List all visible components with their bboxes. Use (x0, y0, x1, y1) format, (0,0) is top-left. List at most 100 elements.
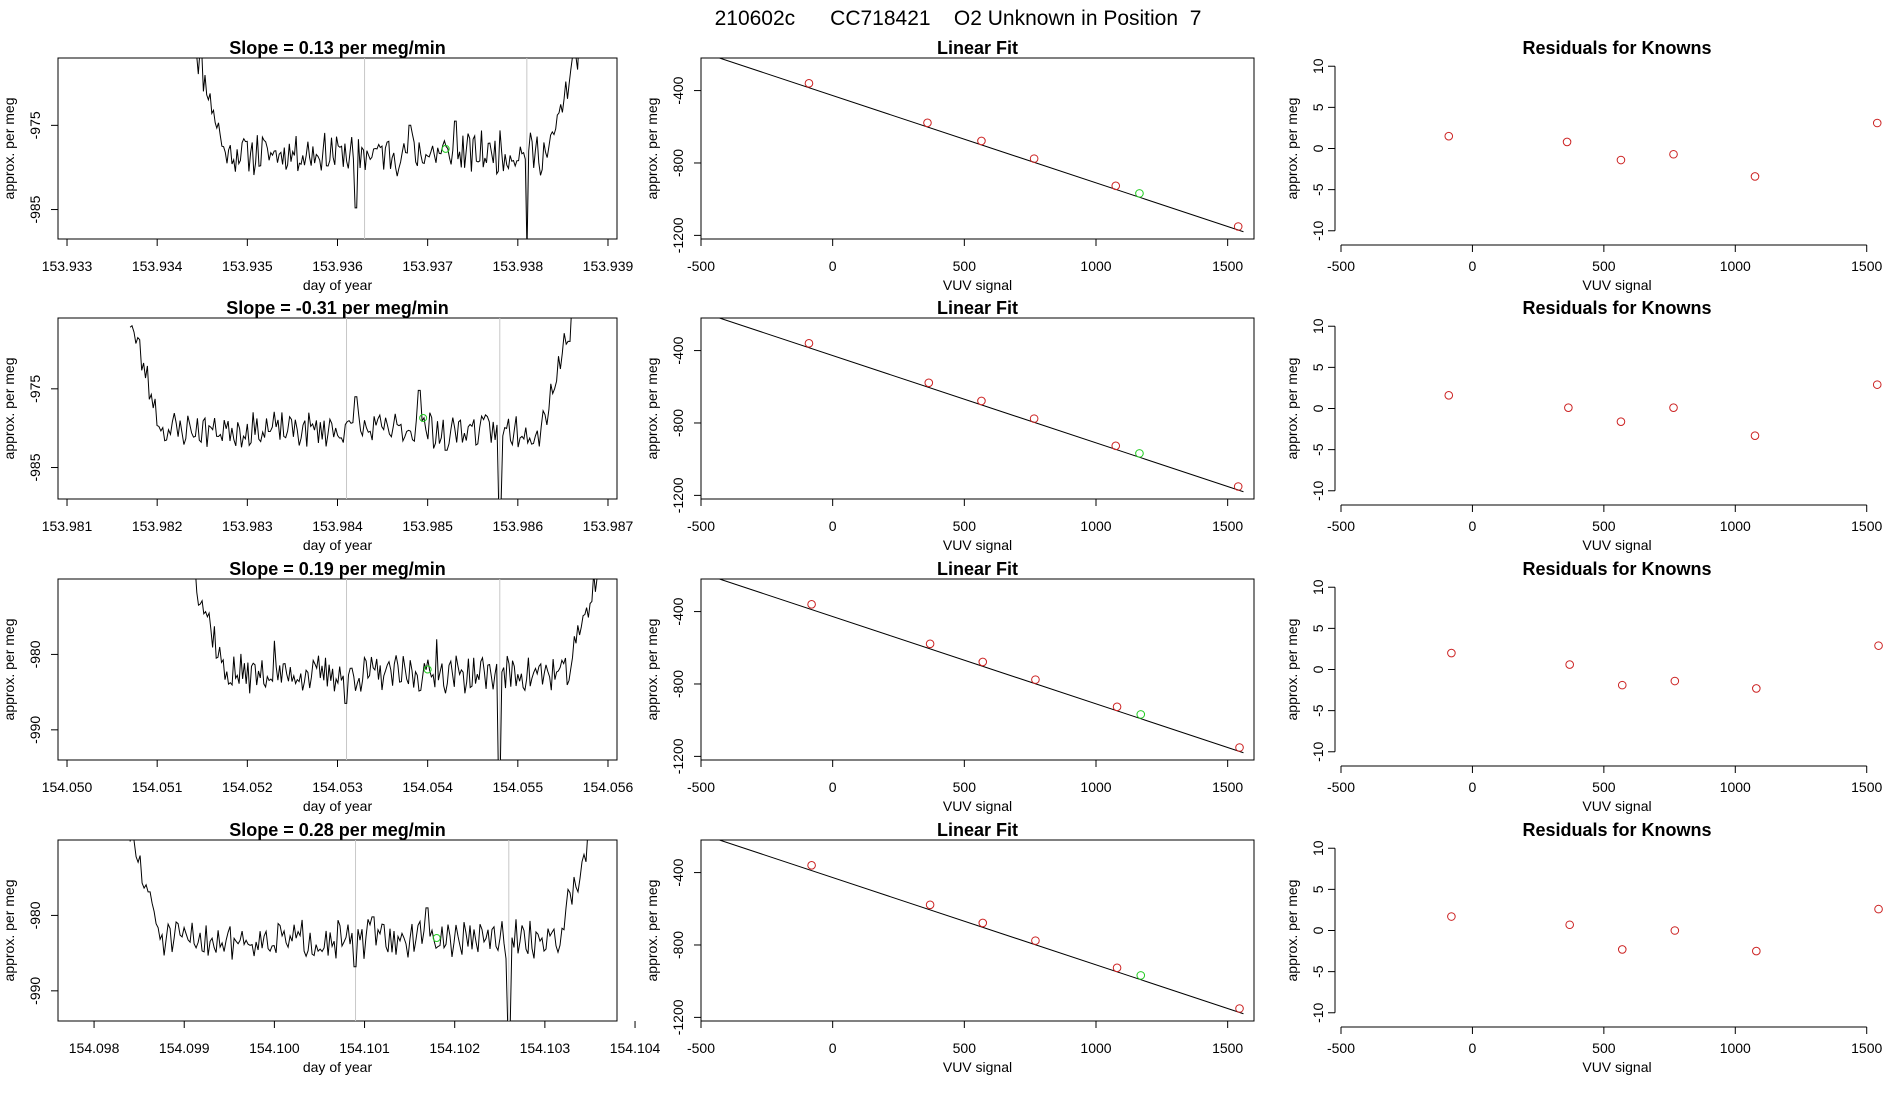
panel-residuals-row-2: Residuals for Knowns approx. per meg VUV s… (1284, 298, 1882, 553)
panel-linear-fit-row-2: Linear Fit approx. per meg VUV signal -500 0… (644, 298, 1255, 553)
x-tick-label: 1000 (1720, 518, 1751, 534)
plot-area (196, 58, 579, 239)
y-tick-label: -990 (27, 716, 43, 744)
plot-area (719, 840, 1244, 1015)
known-point (1112, 963, 1122, 973)
panel-title: Residuals for Knowns (1522, 820, 1711, 840)
x-tick-label: 153.985 (402, 518, 453, 534)
known-point (925, 639, 935, 649)
panel-linear-fit-row-1: Linear Fit approx. per meg VUV signal -500 0… (644, 38, 1255, 293)
x-tick-label: 153.934 (132, 258, 183, 274)
panel-title: Residuals for Knowns (1522, 298, 1711, 318)
unknown-point (1135, 449, 1144, 458)
panel-title: Linear Fit (937, 559, 1018, 579)
plot-area (129, 840, 588, 1021)
residual-point (1616, 417, 1626, 426)
residual-point (1562, 137, 1572, 147)
panel-title: Slope = 0.13 per meg/min (229, 38, 446, 58)
y-tick-label: -5 (1310, 965, 1326, 978)
x-tick-label: -500 (687, 518, 715, 534)
x-axis-label: VUV signal (943, 537, 1012, 553)
x-axis-label: VUV signal (1582, 1059, 1651, 1075)
x-tick-label: -500 (1327, 779, 1355, 795)
y-axis-label: approx. per meg (644, 619, 660, 721)
y-tick-label: -400 (670, 336, 686, 364)
x-tick-label: 154.054 (402, 779, 453, 795)
plot-area (1444, 380, 1882, 440)
y-tick-label: 0 (1310, 144, 1326, 152)
x-axis-label: VUV signal (1582, 277, 1651, 293)
x-tick-label: 1500 (1851, 779, 1882, 795)
unknown-point (423, 665, 432, 674)
x-tick-label: -500 (687, 779, 715, 795)
known-point (807, 600, 816, 609)
y-tick-label: -1200 (670, 477, 686, 513)
x-tick-label: 0 (1469, 518, 1477, 534)
x-axis-label: VUV signal (1582, 798, 1651, 814)
y-tick-label: -1200 (670, 738, 686, 774)
plot-area (719, 318, 1244, 493)
x-tick-label: 154.102 (429, 1040, 480, 1056)
x-tick-label: 153.937 (402, 258, 453, 274)
x-tick-label: 1000 (1080, 518, 1111, 534)
x-tick-label: 153.984 (312, 518, 363, 534)
residual-point (1447, 912, 1456, 921)
plot-area (719, 58, 1244, 233)
known-point (925, 900, 935, 910)
y-tick-label: -980 (27, 901, 43, 929)
x-tick-label: 1000 (1080, 779, 1111, 795)
y-tick-label: -800 (670, 149, 686, 177)
panel-time-series-row-2: Slope = -0.31 per meg/min approx. per meg… (1, 298, 633, 553)
residual-point (1447, 648, 1456, 658)
known-point (1111, 181, 1121, 191)
residual-point (1617, 945, 1627, 954)
data-trace (196, 58, 579, 239)
y-axis-label: approx. per meg (1, 358, 17, 460)
plot-frame (57, 57, 618, 240)
x-tick-label: 153.987 (583, 518, 634, 534)
panel-title: Linear Fit (937, 820, 1018, 840)
known-point (923, 118, 932, 128)
x-tick-label: 0 (829, 779, 837, 795)
x-axis-label: VUV signal (943, 277, 1012, 293)
y-tick-label: -5 (1310, 183, 1326, 196)
x-tick-label: 153.983 (222, 518, 273, 534)
x-axis-label: day of year (303, 537, 373, 553)
y-axis-label: approx. per meg (1284, 98, 1300, 200)
y-axis-label: approx. per meg (1284, 358, 1300, 460)
x-tick-label: 1000 (1080, 258, 1111, 274)
residual-point (1750, 431, 1760, 440)
panel-time-series-row-4: Slope = 0.28 per meg/min approx. per meg d… (1, 820, 661, 1075)
y-tick-label: -10 (1310, 220, 1326, 240)
x-tick-label: -500 (687, 1040, 715, 1056)
known-point (978, 657, 988, 667)
x-tick-label: 500 (1592, 1040, 1616, 1056)
x-axis-label: day of year (303, 1059, 373, 1075)
panel-title: Residuals for Knowns (1522, 559, 1711, 579)
x-tick-label: 1000 (1720, 779, 1751, 795)
unknown-point (1136, 971, 1146, 980)
known-point (924, 378, 934, 388)
y-axis-label: approx. per meg (1284, 880, 1300, 982)
y-tick-label: -975 (27, 111, 43, 139)
residual-point (1872, 380, 1882, 389)
residual-point (1565, 920, 1574, 930)
x-tick-label: 153.938 (493, 258, 544, 274)
unknown-point (1135, 189, 1144, 198)
residual-point (1874, 904, 1883, 914)
plot-frame (700, 839, 1255, 1022)
x-tick-label: -500 (687, 258, 715, 274)
plot-area (1447, 641, 1883, 693)
plot-area (1444, 118, 1882, 181)
known-point (804, 339, 814, 348)
x-tick-label: 153.933 (42, 258, 93, 274)
residual-point (1565, 660, 1574, 669)
x-axis-label: VUV signal (943, 1059, 1012, 1075)
x-tick-label: 153.935 (222, 258, 273, 274)
known-point (1031, 675, 1040, 684)
y-tick-label: -800 (670, 409, 686, 437)
x-tick-label: 500 (953, 779, 977, 795)
x-tick-label: 1500 (1212, 779, 1243, 795)
x-tick-label: 500 (953, 518, 977, 534)
x-tick-label: 154.103 (520, 1040, 571, 1056)
